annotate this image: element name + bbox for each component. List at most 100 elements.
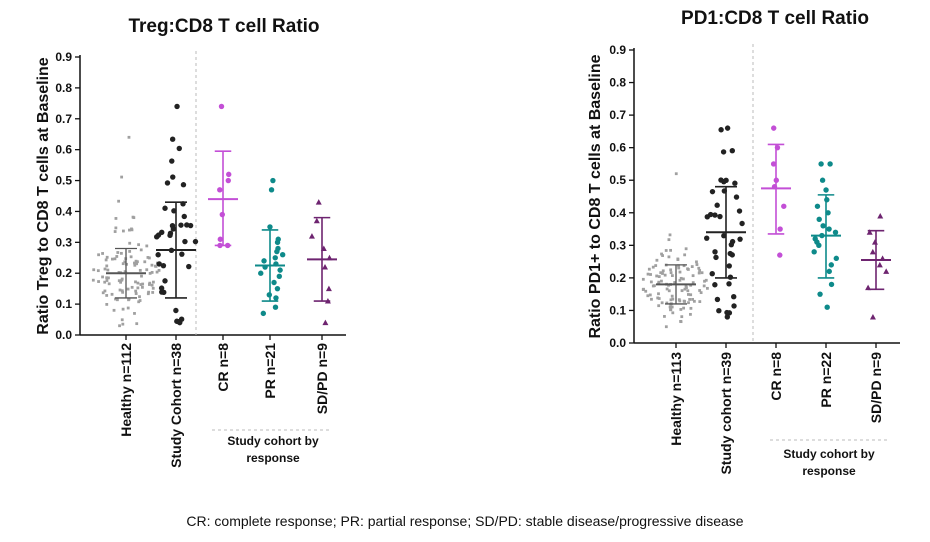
data-point: [121, 262, 125, 266]
y-tick-label: 0.7: [609, 108, 626, 122]
data-point: [668, 233, 672, 237]
data-point: [682, 306, 686, 310]
data-point: [684, 247, 688, 251]
data-point: [138, 299, 142, 302]
data-point: [135, 322, 139, 326]
data-point: [169, 158, 175, 164]
data-point: [649, 280, 653, 284]
data-point: [871, 239, 878, 245]
data-point: [728, 241, 735, 248]
series-2-points: [704, 125, 745, 320]
data-point: [698, 300, 702, 303]
data-point: [646, 272, 650, 276]
data-point: [664, 249, 668, 252]
y-tick-label: 0.4: [55, 204, 72, 218]
data-point: [716, 308, 722, 314]
data-point: [726, 281, 732, 287]
data-point: [121, 290, 125, 294]
data-point: [181, 213, 187, 220]
y-tick-label: 0.3: [609, 238, 626, 252]
y-tick-label: 0.2: [55, 266, 72, 280]
data-point: [832, 229, 839, 236]
data-point: [96, 269, 100, 273]
data-point: [119, 280, 123, 284]
data-point: [669, 248, 672, 252]
series-4-points: [811, 161, 840, 310]
data-point: [876, 261, 883, 268]
data-point: [127, 135, 131, 139]
data-point: [139, 248, 143, 252]
data-point: [117, 199, 121, 203]
data-point: [271, 279, 277, 286]
data-point: [115, 298, 119, 302]
data-point: [724, 314, 731, 320]
data-point: [697, 266, 701, 270]
series-5-points: [865, 213, 890, 320]
data-point: [164, 180, 171, 186]
data-point: [720, 149, 727, 155]
data-point: [325, 285, 332, 292]
data-point: [148, 283, 151, 286]
data-point: [673, 281, 677, 284]
data-point: [308, 233, 315, 239]
data-point: [689, 293, 693, 297]
data-point: [112, 308, 116, 312]
data-point: [130, 227, 133, 231]
series-1-points: [641, 172, 709, 329]
data-point: [697, 271, 701, 275]
y-axis-label: Ratio Treg to CD8 T cells at Baseline: [35, 57, 52, 335]
data-point: [152, 280, 155, 284]
data-point: [118, 324, 121, 328]
data-point: [657, 275, 661, 278]
data-point: [103, 280, 107, 284]
data-point: [115, 255, 119, 258]
data-point: [659, 271, 663, 275]
data-point: [113, 257, 117, 261]
data-point: [833, 255, 840, 262]
data-point: [678, 270, 682, 274]
data-point: [826, 226, 832, 232]
data-point: [174, 103, 180, 110]
data-point: [123, 260, 127, 264]
data-point: [120, 289, 124, 293]
data-point: [655, 258, 659, 262]
data-point: [122, 229, 125, 233]
data-point: [107, 276, 110, 280]
data-point: [823, 187, 829, 193]
data-point: [179, 251, 185, 257]
data-point: [178, 222, 184, 228]
data-point: [134, 280, 137, 284]
data-point: [670, 294, 674, 298]
data-point: [682, 264, 686, 268]
data-point: [663, 315, 666, 318]
data-point: [713, 254, 719, 261]
data-point: [671, 297, 675, 301]
category-label: Healthy n=113: [668, 352, 684, 446]
data-point: [660, 301, 664, 305]
group-label: Study cohort by: [227, 434, 319, 448]
data-point: [665, 287, 669, 291]
data-point: [258, 270, 264, 276]
data-point: [119, 251, 123, 255]
data-point: [117, 279, 121, 283]
data-point: [274, 239, 281, 246]
data-point: [133, 263, 137, 267]
chart-panel-1: Treg:CD8 T cell Ratio Ratio Treg to CD8 T…: [35, 16, 346, 468]
data-point: [154, 264, 157, 268]
data-point: [657, 304, 661, 308]
data-point: [702, 284, 706, 288]
data-point: [680, 315, 684, 319]
data-point: [226, 171, 232, 178]
data-point: [121, 322, 125, 326]
data-point: [826, 268, 832, 275]
data-point: [175, 319, 182, 325]
data-point: [120, 318, 124, 322]
data-point: [97, 280, 100, 283]
data-point: [158, 285, 165, 291]
data-point: [667, 255, 671, 259]
data-point: [276, 273, 283, 280]
data-point: [128, 241, 132, 245]
data-point: [103, 267, 107, 271]
y-tick-label: 0.3: [55, 235, 72, 249]
data-point: [692, 299, 696, 303]
